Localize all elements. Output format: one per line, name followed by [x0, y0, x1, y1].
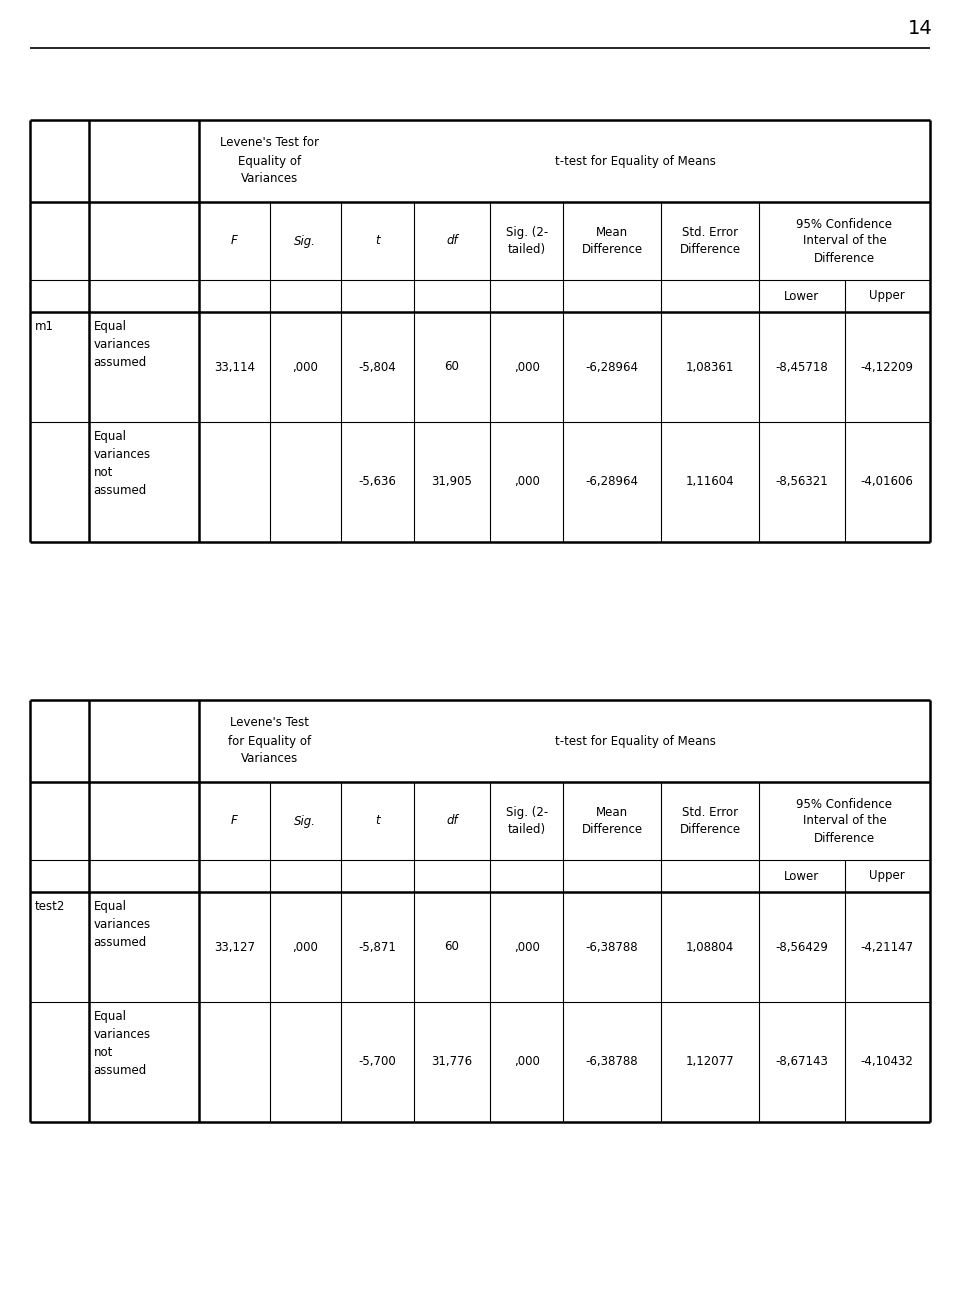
Text: ,000: ,000 — [514, 941, 540, 954]
Text: Mean
Difference: Mean Difference — [582, 806, 643, 836]
Text: -6,28964: -6,28964 — [586, 361, 638, 374]
Text: 33,114: 33,114 — [214, 361, 254, 374]
Text: ,000: ,000 — [292, 361, 318, 374]
Text: 1,11604: 1,11604 — [685, 476, 734, 489]
Text: Lower: Lower — [784, 869, 820, 882]
Text: Equal
variances
assumed: Equal variances assumed — [93, 901, 151, 949]
Text: t: t — [374, 234, 379, 247]
Text: df: df — [446, 234, 458, 247]
Text: ,000: ,000 — [514, 476, 540, 489]
Text: -4,10432: -4,10432 — [861, 1056, 914, 1069]
Text: Levene's Test for
Equality of
Variances: Levene's Test for Equality of Variances — [220, 136, 319, 186]
Text: 33,127: 33,127 — [214, 941, 254, 954]
Text: F: F — [230, 814, 237, 827]
Text: -4,01606: -4,01606 — [861, 476, 914, 489]
Text: -4,21147: -4,21147 — [861, 941, 914, 954]
Text: -8,56321: -8,56321 — [776, 476, 828, 489]
Text: -6,38788: -6,38788 — [586, 1056, 638, 1069]
Text: Sig. (2-
tailed): Sig. (2- tailed) — [506, 806, 548, 836]
Text: m1: m1 — [35, 320, 54, 333]
Text: Levene's Test
for Equality of
Variances: Levene's Test for Equality of Variances — [228, 716, 311, 766]
Text: -8,56429: -8,56429 — [776, 941, 828, 954]
Text: -5,636: -5,636 — [358, 476, 396, 489]
Text: test2: test2 — [35, 901, 65, 914]
Text: 1,08804: 1,08804 — [686, 941, 734, 954]
Text: Std. Error
Difference: Std. Error Difference — [680, 806, 740, 836]
Text: -8,67143: -8,67143 — [776, 1056, 828, 1069]
Text: 95% Confidence
Interval of the
Difference: 95% Confidence Interval of the Differenc… — [797, 217, 893, 264]
Text: 31,905: 31,905 — [431, 476, 472, 489]
Text: df: df — [446, 814, 458, 827]
Text: 95% Confidence
Interval of the
Difference: 95% Confidence Interval of the Differenc… — [797, 797, 893, 844]
Text: Sig. (2-
tailed): Sig. (2- tailed) — [506, 226, 548, 256]
Text: Lower: Lower — [784, 289, 820, 302]
Text: ,000: ,000 — [292, 941, 318, 954]
Text: t-test for Equality of Means: t-test for Equality of Means — [555, 154, 716, 167]
Text: t-test for Equality of Means: t-test for Equality of Means — [555, 735, 716, 748]
Text: -4,12209: -4,12209 — [861, 361, 914, 374]
Text: t: t — [374, 814, 379, 827]
Text: -5,700: -5,700 — [358, 1056, 396, 1069]
Text: -5,871: -5,871 — [358, 941, 396, 954]
Text: Mean
Difference: Mean Difference — [582, 226, 643, 256]
Text: -6,28964: -6,28964 — [586, 476, 638, 489]
Text: Equal
variances
not
assumed: Equal variances not assumed — [93, 1010, 151, 1077]
Text: 14: 14 — [907, 18, 932, 38]
Text: Equal
variances
assumed: Equal variances assumed — [93, 320, 151, 369]
Text: F: F — [230, 234, 237, 247]
Text: 31,776: 31,776 — [431, 1056, 472, 1069]
Text: -8,45718: -8,45718 — [776, 361, 828, 374]
Text: Equal
variances
not
assumed: Equal variances not assumed — [93, 430, 151, 497]
Text: -5,804: -5,804 — [358, 361, 396, 374]
Text: Sig.: Sig. — [294, 814, 316, 827]
Text: ,000: ,000 — [514, 361, 540, 374]
Text: 60: 60 — [444, 361, 459, 374]
Text: Upper: Upper — [870, 869, 905, 882]
Text: -6,38788: -6,38788 — [586, 941, 638, 954]
Text: 60: 60 — [444, 941, 459, 954]
Text: ,000: ,000 — [514, 1056, 540, 1069]
Text: Sig.: Sig. — [294, 234, 316, 247]
Text: 1,08361: 1,08361 — [685, 361, 734, 374]
Text: Std. Error
Difference: Std. Error Difference — [680, 226, 740, 256]
Text: 1,12077: 1,12077 — [685, 1056, 734, 1069]
Text: Upper: Upper — [870, 289, 905, 302]
